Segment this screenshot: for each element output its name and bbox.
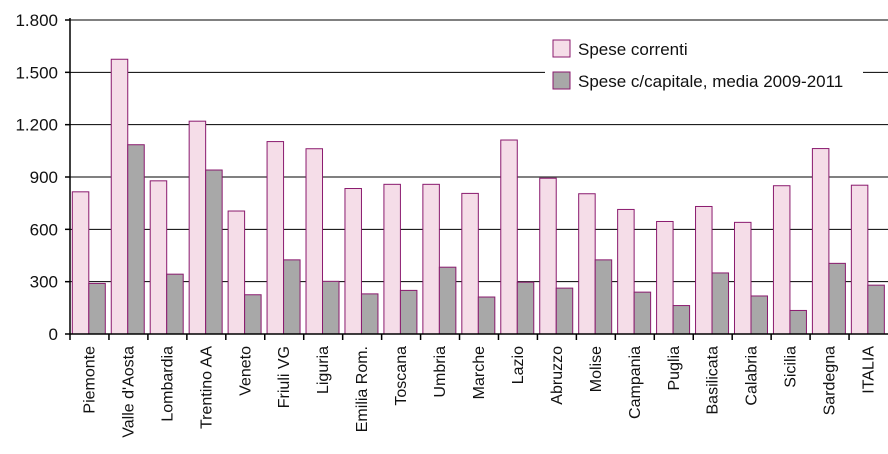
bar-spese-capitale xyxy=(399,289,418,335)
bar-spese-capitale xyxy=(516,281,535,335)
bar-spese-correnti xyxy=(266,141,285,335)
x-category-label: Veneto xyxy=(237,346,254,396)
legend: Spese correnti Spese c/capitale, media 2… xyxy=(545,32,863,98)
x-category-label: Calabria xyxy=(744,346,761,406)
bar-spese-correnti xyxy=(772,185,791,335)
y-tick-labels: 0 300 600 900 1.200 1.500 1.800 xyxy=(15,11,58,344)
bar-spese-capitale xyxy=(360,293,379,335)
bar-spese-capitale xyxy=(477,296,496,335)
bar-spese-capitale xyxy=(711,272,730,335)
x-category-label: Marche xyxy=(471,346,488,399)
x-category-label: Toscana xyxy=(393,346,410,406)
x-category-label: Friuli VG xyxy=(276,346,293,408)
x-category-label: Lazio xyxy=(510,346,527,384)
bar-spese-correnti xyxy=(811,148,830,335)
bar-spese-capitale xyxy=(672,305,691,335)
y-tick-label: 600 xyxy=(30,220,58,239)
bars xyxy=(71,58,885,335)
bar-spese-correnti xyxy=(850,184,869,335)
bar-spese-capitale xyxy=(750,295,768,335)
bar-spese-capitale xyxy=(166,273,184,335)
x-category-label: Basilicata xyxy=(705,346,722,415)
bar-spese-capitale xyxy=(127,144,145,335)
legend-swatch-spese-capitale xyxy=(552,71,571,90)
x-category-label: Sicilia xyxy=(783,346,800,388)
y-tick-label: 1.800 xyxy=(15,11,58,30)
bar-spese-correnti xyxy=(305,148,324,335)
legend-label-spese-correnti: Spese correnti xyxy=(578,40,688,59)
x-tick-labels: Piemonte Valle d'Aosta Lombardia Trentino A… xyxy=(81,346,877,438)
y-tick-label: 1.200 xyxy=(15,116,58,135)
bar-spese-capitale xyxy=(828,262,846,335)
y-tick-label: 300 xyxy=(30,273,58,292)
x-category-label: Trentino AA xyxy=(198,346,215,429)
x-category-label: ITALIA xyxy=(861,346,878,394)
x-category-label: Valle d'Aosta xyxy=(120,346,137,438)
bar-spese-correnti xyxy=(71,191,90,335)
bar-spese-correnti xyxy=(344,188,362,335)
bar-spese-correnti xyxy=(578,193,596,335)
bar-spese-capitale xyxy=(594,259,613,335)
y-tick-label: 900 xyxy=(30,168,58,187)
legend-label-spese-capitale: Spese c/capitale, media 2009-2011 xyxy=(578,72,843,91)
bar-spese-correnti xyxy=(539,177,557,335)
bar-spese-capitale xyxy=(88,282,106,335)
x-category-label: Piemonte xyxy=(81,346,98,414)
bar-spese-correnti xyxy=(149,180,168,335)
bar-spese-correnti xyxy=(733,221,752,335)
x-category-label: Campania xyxy=(627,346,644,419)
bar-spese-capitale xyxy=(322,280,340,335)
bar-spese-correnti xyxy=(422,183,440,335)
bar-spese-capitale xyxy=(438,266,457,335)
x-category-label: Emilia Rom. xyxy=(354,346,371,432)
bar-spese-capitale xyxy=(633,291,652,335)
x-category-label: Lombardia xyxy=(159,346,176,422)
bar-spese-capitale xyxy=(789,309,807,335)
x-category-label: Sardegna xyxy=(822,346,839,415)
legend-background xyxy=(545,32,863,98)
bar-spese-capitale xyxy=(244,294,262,335)
bar-spese-correnti xyxy=(383,183,401,335)
x-category-label: Puglia xyxy=(666,346,683,391)
bar-spese-capitale xyxy=(205,169,223,335)
bar-spese-correnti xyxy=(227,210,246,335)
legend-swatch-spese-correnti xyxy=(552,39,571,58)
bar-spese-correnti xyxy=(656,220,674,335)
x-category-label: Molise xyxy=(588,346,605,392)
bar-spese-correnti xyxy=(500,139,518,335)
bar-spese-capitale xyxy=(867,284,885,335)
bar-spese-capitale xyxy=(283,259,301,335)
bar-spese-correnti xyxy=(188,120,207,335)
x-category-label: Abruzzo xyxy=(549,346,566,405)
y-tick-label: 1.500 xyxy=(15,63,58,82)
x-category-label: Umbria xyxy=(432,346,449,398)
axes xyxy=(65,18,888,340)
x-category-label: Liguria xyxy=(315,346,332,394)
bar-spese-correnti xyxy=(695,205,713,335)
bar-spese-capitale xyxy=(555,287,574,335)
bar-spese-correnti xyxy=(461,192,479,335)
bar-spese-correnti xyxy=(110,58,129,335)
bar-spese-correnti xyxy=(617,208,635,335)
y-tick-label: 0 xyxy=(49,325,58,344)
